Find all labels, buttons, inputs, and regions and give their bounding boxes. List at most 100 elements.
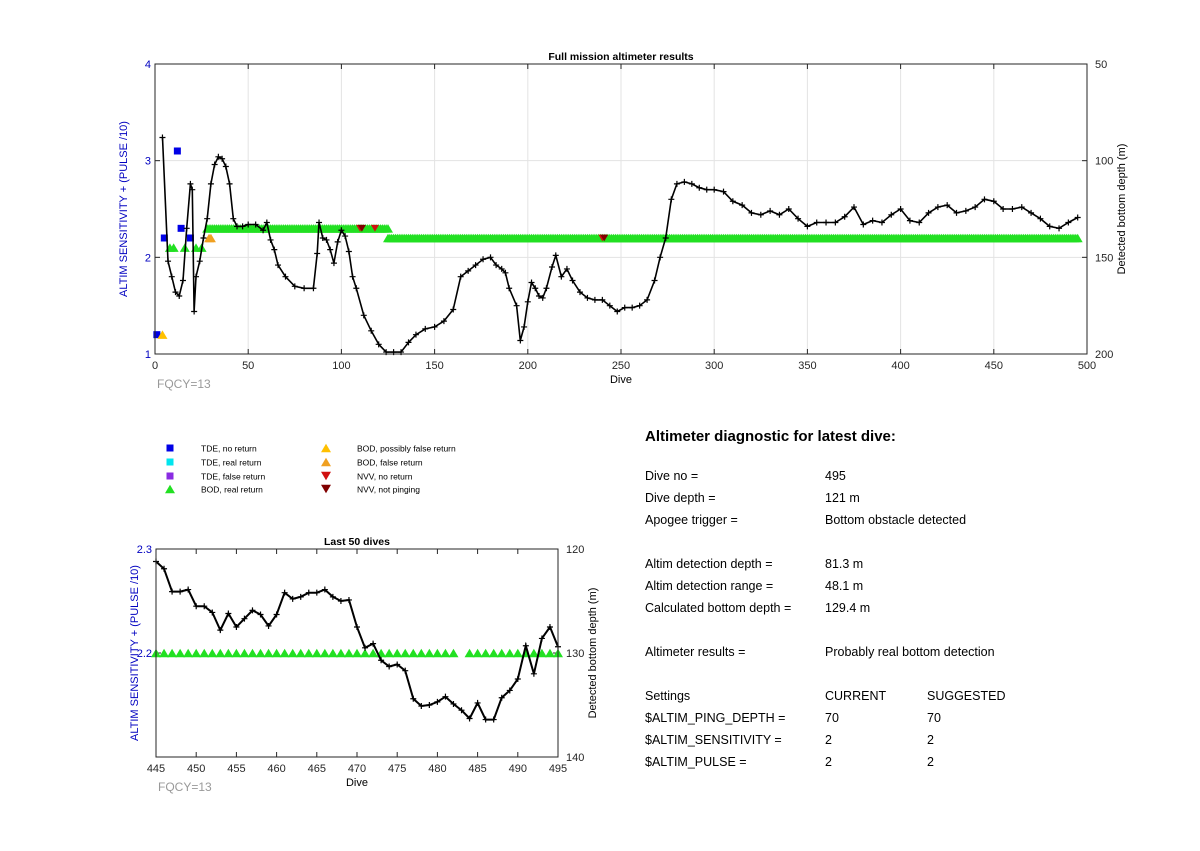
depth-point-marker — [375, 341, 382, 348]
tde-marker — [186, 234, 194, 242]
depth-point-marker — [342, 233, 349, 240]
depth-point-marker — [841, 213, 848, 220]
depth-point-marker — [334, 238, 341, 245]
altim-depth-label: Altim detection depth = — [645, 557, 773, 571]
dive-no-value: 495 — [825, 469, 846, 483]
depth-point-marker — [217, 627, 224, 634]
depth-point-marker — [370, 640, 377, 647]
y-left-tick-label: 2.2 — [137, 648, 152, 660]
x-tick-label: 450 — [985, 360, 1003, 372]
bod-real-return-marker — [303, 648, 314, 658]
altim-range-label: Altim detection range = — [645, 579, 774, 593]
depth-point-marker — [888, 211, 895, 218]
bod-real-return-marker — [215, 648, 226, 658]
depth-point-marker — [981, 196, 988, 203]
dive-no-label: Dive no = — [645, 469, 699, 483]
depth-point-marker — [189, 186, 196, 193]
depth-point-marker — [785, 206, 792, 212]
depth-point-marker — [472, 262, 479, 269]
depth-point-marker — [329, 593, 336, 600]
depth-point-marker — [410, 695, 417, 702]
depth-point-marker — [191, 308, 198, 315]
legend-swatch — [166, 444, 174, 452]
depth-point-marker — [498, 694, 505, 701]
bod-real-return-marker — [536, 648, 547, 658]
results-row: Altimeter results = Probably real bottom… — [645, 641, 1085, 663]
bod-real-return-marker — [263, 648, 274, 658]
depth-point-marker — [257, 611, 264, 618]
depth-point-marker — [193, 273, 200, 280]
depth-point-marker — [450, 306, 457, 313]
results-label: Altimeter results = — [645, 645, 746, 659]
depth-point-marker — [209, 609, 216, 616]
depth-point-marker — [990, 198, 997, 205]
y-left-axis-label: ALTIM SENSITIVITY + (PULSE /10) — [129, 565, 141, 741]
apogee-row: Apogee trigger = Bottom obstacle detecte… — [645, 509, 1085, 531]
depth-point-marker — [289, 595, 296, 602]
depth-point-marker — [354, 624, 360, 630]
bod-marker — [168, 243, 179, 252]
depth-point-marker — [239, 223, 246, 230]
depth-point-marker — [711, 186, 718, 193]
bod-real-return-marker — [448, 648, 459, 658]
bod-real-return-marker — [327, 648, 338, 658]
bod-real-return-marker — [392, 648, 403, 658]
depth-point-marker — [222, 163, 229, 170]
depth-point-marker — [636, 302, 643, 309]
x-tick-label: 500 — [1078, 360, 1096, 372]
depth-point-marker — [281, 589, 288, 596]
x-tick-label: 100 — [332, 360, 350, 372]
depth-point-marker — [506, 285, 513, 292]
x-tick-label: 485 — [468, 763, 486, 775]
legend-swatch — [321, 484, 331, 494]
x-tick-label: 480 — [428, 763, 446, 775]
bod-real-return-marker — [175, 648, 186, 658]
bod-real-return-marker — [464, 648, 475, 658]
apogee-value: Bottom obstacle detected — [825, 513, 967, 527]
y-left-tick-label: 4 — [145, 59, 151, 71]
depth-point-marker — [179, 277, 186, 284]
depth-point-marker — [1074, 214, 1081, 221]
depth-point-marker — [263, 219, 270, 226]
depth-point-marker — [466, 715, 473, 722]
depth-point-marker — [502, 269, 509, 276]
bod-real-return-marker — [408, 648, 419, 658]
bod-real-return-marker — [384, 648, 395, 658]
depth-point-marker — [233, 624, 240, 630]
chart-title: Full mission altimeter results — [548, 51, 693, 63]
bod-real-return-marker — [512, 648, 523, 658]
bod-real-return-marker — [343, 648, 354, 658]
bod-real-return-marker — [480, 648, 491, 658]
bod-real-return-marker — [472, 648, 483, 658]
depth-point-marker — [226, 180, 233, 187]
depth-point-marker — [681, 178, 688, 185]
depth-point-marker — [944, 202, 951, 209]
depth-point-marker — [316, 219, 323, 226]
tde-marker — [177, 224, 185, 232]
depth-point-marker — [558, 273, 565, 280]
nvv-marker — [357, 224, 366, 232]
depth-point-marker — [362, 644, 369, 651]
bod-marker — [157, 330, 168, 339]
depth-point-marker — [795, 215, 802, 222]
plot-frame — [154, 63, 1088, 355]
altim-depth-value: 81.3 m — [825, 557, 864, 571]
bod-real-return-marker — [255, 648, 266, 658]
depth-point-marker — [450, 700, 457, 707]
depth-point-marker — [535, 293, 542, 299]
nvv-marker — [370, 224, 379, 232]
depth-point-marker — [591, 296, 598, 303]
depth-point-marker — [200, 235, 207, 241]
depth-point-marker — [305, 589, 312, 596]
altim-range-row: Altim detection range = 48.1 m — [645, 575, 1085, 597]
depth-point-marker — [569, 277, 576, 284]
legend-swatch — [321, 457, 331, 467]
sensitivity-current: 2 — [825, 733, 832, 747]
depth-point-marker — [748, 209, 755, 216]
apogee-label: Apogee trigger = — [645, 513, 738, 527]
depth-point-marker — [1037, 215, 1044, 222]
depth-point-marker — [532, 285, 539, 292]
legend-label: BOD, false return — [357, 458, 423, 468]
x-tick-label: 400 — [891, 360, 909, 372]
